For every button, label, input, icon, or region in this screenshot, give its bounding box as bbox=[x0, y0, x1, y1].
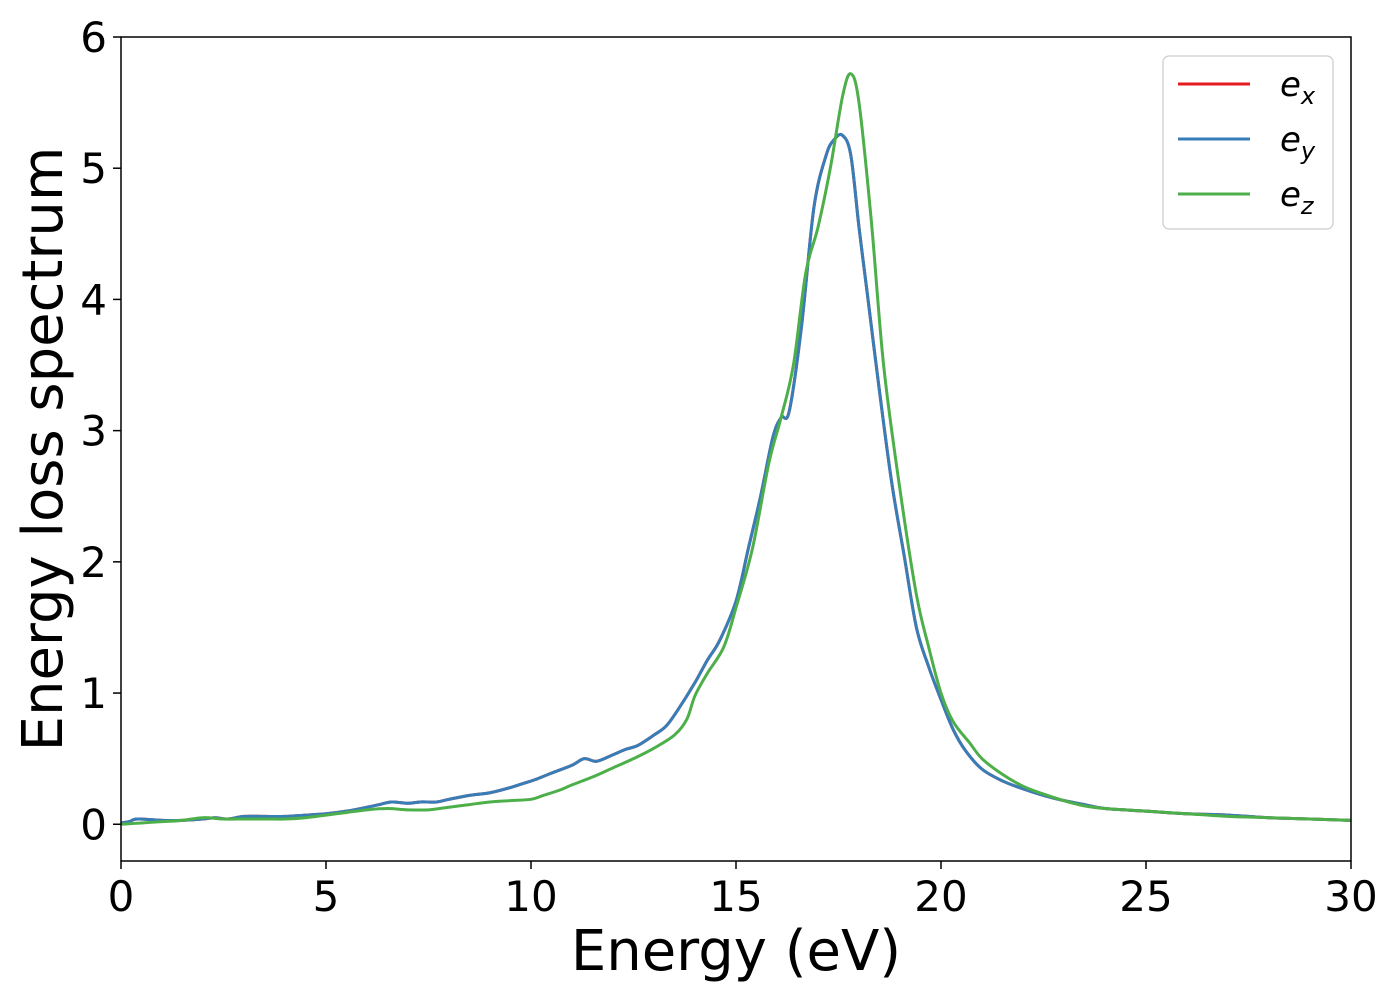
x-axis-label: Energy (eV) bbox=[571, 919, 901, 984]
legend-label-subscript: z bbox=[1300, 192, 1315, 220]
x-tick-label: 5 bbox=[313, 872, 340, 921]
x-tick-label: 15 bbox=[709, 872, 762, 921]
y-axis: 0 1 2 3 4 5 6 bbox=[80, 13, 121, 849]
y-tick-label: 1 bbox=[80, 669, 107, 718]
series-line-ey bbox=[121, 132, 1351, 825]
legend-label-ex: ex bbox=[1280, 65, 1316, 110]
series-line-ex bbox=[121, 132, 1351, 825]
legend-label-base: e bbox=[1280, 120, 1301, 160]
y-tick-label: 0 bbox=[80, 800, 107, 849]
legend-label-ey: ey bbox=[1280, 120, 1316, 165]
x-axis: 0 5 10 15 20 25 30 bbox=[108, 861, 1378, 921]
x-tick-label: 25 bbox=[1119, 872, 1172, 921]
y-tick-label: 2 bbox=[80, 538, 107, 587]
legend-label-subscript: x bbox=[1300, 82, 1316, 110]
legend-box bbox=[1162, 55, 1334, 230]
y-tick-label: 6 bbox=[80, 13, 107, 62]
series-line-ez bbox=[121, 72, 1351, 826]
x-tick-label: 10 bbox=[504, 872, 557, 921]
y-axis-label: Energy loss spectrum bbox=[11, 147, 76, 752]
x-tick-label: 0 bbox=[108, 872, 135, 921]
legend-label-ez: ez bbox=[1280, 175, 1315, 220]
y-tick-label: 4 bbox=[80, 275, 107, 324]
legend-label-base: e bbox=[1280, 65, 1301, 105]
y-tick-label: 5 bbox=[80, 144, 107, 193]
x-tick-label: 30 bbox=[1324, 872, 1377, 921]
y-tick-label: 3 bbox=[80, 407, 107, 456]
x-tick-label: 20 bbox=[914, 872, 967, 921]
legend-label-base: e bbox=[1280, 175, 1301, 215]
legend-label-subscript: y bbox=[1300, 137, 1316, 165]
series-lines bbox=[121, 72, 1351, 826]
